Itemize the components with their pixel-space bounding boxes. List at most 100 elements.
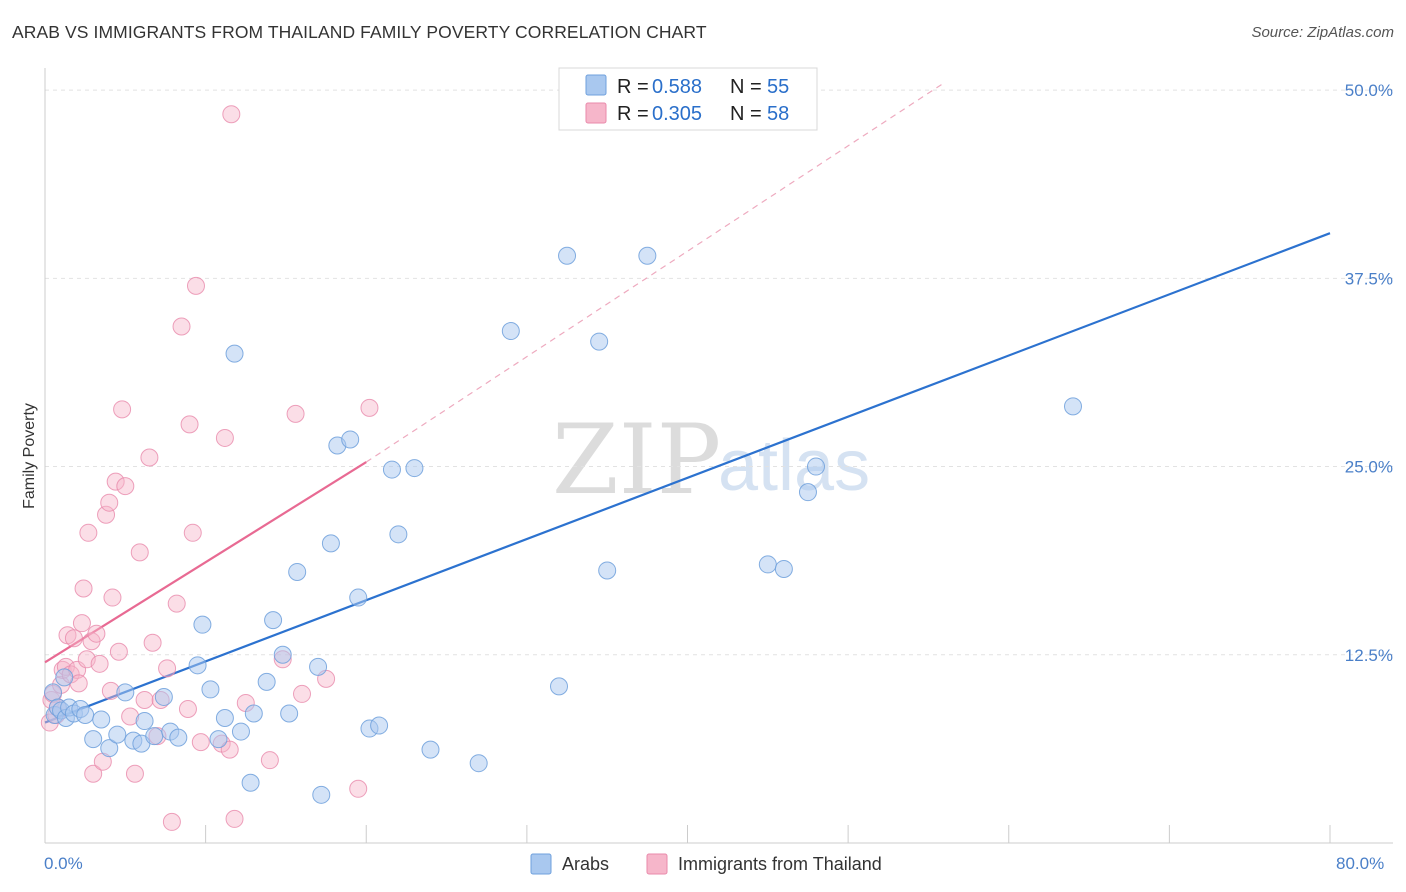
point-thailand-49 [220,740,239,759]
point-arabs-52 [550,677,568,696]
point-arabs-0 [44,683,63,702]
point-thailand-23 [100,493,119,512]
watermark-zip: ZIP [552,404,721,516]
point-arabs-50 [558,246,577,265]
legend-r-value-arabs: 0.588 [652,76,702,98]
point-arabs-12 [100,739,119,758]
point-thailand-55 [286,404,305,423]
point-thailand-32 [130,543,149,562]
legend-n-label-thailand: N = [730,103,762,125]
trend-line-thailand [44,461,367,664]
point-thailand-28 [113,400,132,419]
bottom-legend-swatch-arabs [530,853,552,875]
point-arabs-13 [108,725,127,744]
point-arabs-44 [382,460,401,479]
point-thailand-22 [97,505,116,524]
chart-source: Source: ZipAtlas.com [1251,24,1394,41]
point-arabs-4 [55,668,74,687]
point-arabs-45 [389,525,408,544]
point-arabs-55 [758,555,777,574]
trend-line-arabs [44,232,1331,724]
point-arabs-40 [341,430,360,449]
axes [44,68,1393,844]
point-arabs-59 [1064,397,1082,416]
point-arabs-18 [145,727,164,746]
point-thailand-20 [90,654,109,673]
bottom-legend-label-thailand: Immigrants from Thailand [678,854,882,874]
legend-r-label-thailand: R = [617,103,649,125]
point-arabs-31 [257,672,276,691]
point-thailand-50 [225,809,244,828]
point-thailand-29 [116,477,135,496]
legend-r-label-arabs: R = [617,76,649,98]
point-thailand-16 [79,523,98,542]
point-thailand-19 [87,624,106,643]
bottom-legend-label-arabs: Arabs [562,854,609,874]
point-arabs-37 [312,785,331,804]
point-thailand-56 [293,684,311,703]
point-arabs-30 [244,704,263,723]
legend-n-label-arabs: N = [730,76,762,98]
trend-extension-thailand [365,82,945,463]
y-axis-title: Family Poverty [21,403,38,509]
point-thailand-51 [222,105,241,124]
stats-legend: R = 0.588 N = 55 R = 0.305 N = 58 [558,67,818,131]
point-arabs-17 [135,712,154,731]
point-arabs-56 [774,559,793,578]
point-arabs-10 [84,730,103,749]
point-thailand-27 [109,642,128,661]
point-thailand-35 [143,633,162,652]
point-arabs-54 [638,246,657,265]
point-arabs-22 [188,656,207,675]
point-arabs-41 [349,588,368,607]
point-thailand-40 [167,594,186,613]
point-arabs-46 [405,459,424,478]
point-thailand-58 [349,779,368,798]
point-thailand-44 [183,523,202,542]
trend-lines [44,82,1331,724]
point-thailand-45 [186,276,205,295]
point-arabs-34 [280,704,299,723]
point-arabs-38 [321,534,340,553]
y-tick-label-3: 50.0% [1345,81,1393,100]
point-thailand-25 [103,588,122,607]
y-tick-label-2: 37.5% [1345,269,1393,288]
point-thailand-34 [140,448,159,467]
point-thailand-26 [106,472,125,491]
series-thailand-points [40,105,379,831]
legend-n-value-thailand: 58 [767,103,789,125]
point-thailand-39 [162,812,181,831]
chart-title: ARAB VS IMMIGRANTS FROM THAILAND FAMILY … [12,22,707,42]
series-legend: Arabs Immigrants from Thailand [530,853,882,875]
point-arabs-48 [469,754,488,773]
point-thailand-41 [172,317,191,336]
point-thailand-13 [72,614,91,633]
point-arabs-58 [807,457,825,476]
point-arabs-33 [273,645,292,664]
y-tick-labels: 12.5% 25.0% 37.5% 50.0% [1345,81,1393,665]
point-arabs-11 [92,710,111,729]
point-arabs-21 [169,728,188,747]
point-arabs-51 [590,332,609,351]
legend-swatch-arabs [585,74,607,96]
point-thailand-38 [158,659,177,678]
legend-r-value-thailand: 0.305 [652,103,702,125]
y-tick-label-0: 12.5% [1345,646,1393,665]
point-thailand-31 [125,764,144,783]
point-arabs-49 [501,322,520,341]
point-arabs-14 [116,683,135,702]
x-tick-max: 80.0% [1336,854,1384,873]
y-tick-label-1: 25.0% [1345,458,1393,477]
point-arabs-27 [225,344,244,363]
point-arabs-9 [76,706,95,725]
point-arabs-28 [231,722,250,741]
point-thailand-48 [215,428,234,447]
series-arabs-points [44,246,1082,804]
gridlines [45,89,1393,656]
point-thailand-14 [74,579,93,598]
bottom-legend-swatch-thailand [646,853,668,875]
point-arabs-32 [264,611,283,630]
legend-swatch-thailand [585,102,607,124]
point-thailand-46 [191,733,210,752]
point-arabs-35 [288,562,307,581]
